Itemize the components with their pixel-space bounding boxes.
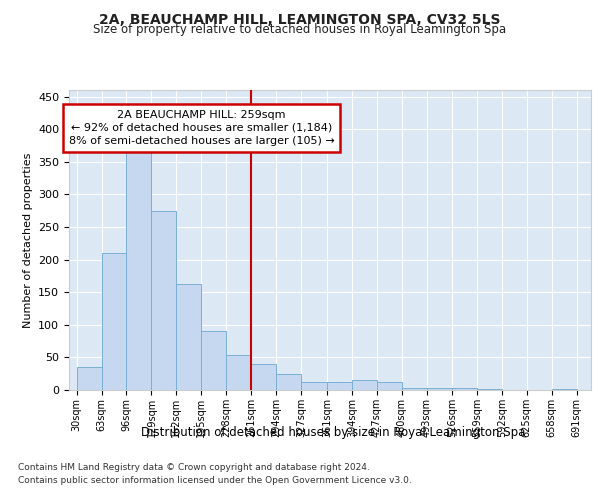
Text: Contains public sector information licensed under the Open Government Licence v3: Contains public sector information licen…	[18, 476, 412, 485]
Bar	[477, 388, 502, 390]
Bar	[402, 388, 427, 390]
Bar	[151, 210, 176, 390]
Text: 2A BEAUCHAMP HILL: 259sqm
← 92% of detached houses are smaller (1,184)
8% of sem: 2A BEAUCHAMP HILL: 259sqm ← 92% of detac…	[68, 110, 334, 146]
Text: Contains HM Land Registry data © Crown copyright and database right 2024.: Contains HM Land Registry data © Crown c…	[18, 464, 370, 472]
Bar	[176, 284, 202, 390]
Bar	[226, 356, 251, 390]
Bar	[101, 253, 127, 390]
Bar	[352, 380, 377, 390]
Bar	[427, 388, 452, 390]
Text: Size of property relative to detached houses in Royal Leamington Spa: Size of property relative to detached ho…	[94, 22, 506, 36]
Bar	[77, 367, 101, 390]
Bar	[377, 382, 402, 390]
Y-axis label: Number of detached properties: Number of detached properties	[23, 152, 32, 328]
Bar	[251, 364, 276, 390]
Bar	[276, 374, 301, 390]
Bar	[327, 382, 352, 390]
Bar	[202, 332, 226, 390]
Bar	[127, 146, 151, 390]
Bar	[551, 388, 577, 390]
Bar	[452, 388, 477, 390]
Bar	[301, 382, 327, 390]
Text: Distribution of detached houses by size in Royal Leamington Spa: Distribution of detached houses by size …	[141, 426, 525, 439]
Text: 2A, BEAUCHAMP HILL, LEAMINGTON SPA, CV32 5LS: 2A, BEAUCHAMP HILL, LEAMINGTON SPA, CV32…	[99, 12, 501, 26]
